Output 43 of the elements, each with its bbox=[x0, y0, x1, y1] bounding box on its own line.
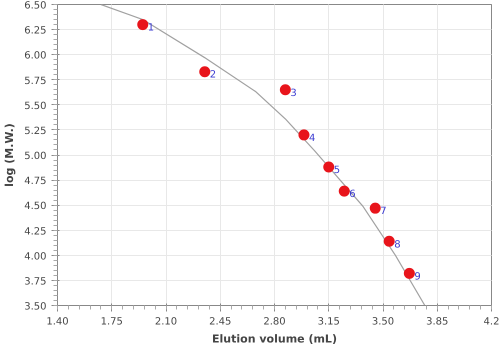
point bbox=[298, 129, 310, 140]
annotation: 5 bbox=[334, 165, 340, 176]
x-tick-label: 2.45 bbox=[209, 316, 232, 328]
y-tick-label: 5.50 bbox=[24, 100, 46, 112]
point bbox=[404, 268, 415, 279]
x-tick-label: 4.2 bbox=[484, 316, 499, 328]
point bbox=[280, 84, 291, 96]
y-tick-label: 6.00 bbox=[24, 50, 46, 62]
x-tick-label: 3.15 bbox=[318, 316, 340, 328]
annotation: 7 bbox=[380, 206, 387, 218]
y-tick-label: 4.50 bbox=[24, 201, 46, 212]
point bbox=[384, 236, 395, 247]
annotation: 3 bbox=[290, 88, 297, 99]
annotation: 8 bbox=[394, 239, 401, 250]
y-tick-label: 6.25 bbox=[24, 26, 46, 37]
annotation: 4 bbox=[308, 132, 316, 144]
y-tick-label: 4.75 bbox=[24, 176, 46, 188]
annotation: 6 bbox=[349, 189, 356, 200]
y-tick-label: 4.25 bbox=[24, 226, 46, 238]
y-tick-label: 3.75 bbox=[24, 276, 46, 288]
point bbox=[137, 19, 148, 30]
y-tick-label: 3.50 bbox=[24, 302, 46, 312]
x-tick-label: 2.80 bbox=[263, 316, 286, 328]
point bbox=[338, 186, 350, 197]
annotation: 9 bbox=[414, 271, 421, 282]
x-tick-label: 1.75 bbox=[100, 316, 123, 328]
x-tick-label: 1.40 bbox=[46, 316, 69, 328]
point bbox=[199, 66, 210, 78]
y-tick-label: 5.25 bbox=[24, 126, 46, 137]
annotation: 1 bbox=[148, 22, 154, 34]
x-tick-label: 3.85 bbox=[426, 316, 448, 328]
x-tick-label: 3.50 bbox=[372, 316, 394, 328]
y-axis-title: log (M.W.) bbox=[3, 123, 16, 187]
line-series bbox=[100, 4, 426, 306]
x-axis-title: Elution volume (mL) bbox=[212, 332, 337, 346]
y-tick-label: 6.50 bbox=[24, 0, 46, 12]
y-tick-label: 5.00 bbox=[24, 151, 46, 162]
point bbox=[370, 202, 381, 214]
y-tick-label: 4.00 bbox=[24, 251, 46, 262]
annotation: 2 bbox=[210, 70, 216, 81]
y-tick-label: 5.75 bbox=[24, 76, 46, 87]
point bbox=[323, 162, 334, 173]
x-tick-label: 2.10 bbox=[154, 316, 178, 328]
